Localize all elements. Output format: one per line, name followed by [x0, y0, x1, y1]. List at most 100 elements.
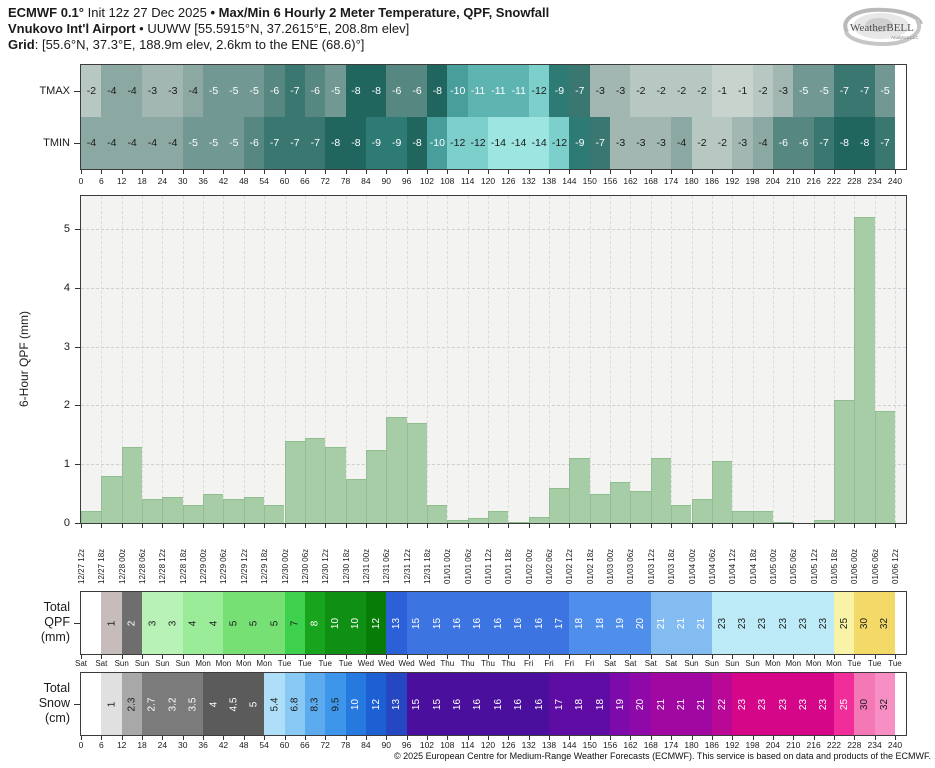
- total-qpf-day-tick: [325, 655, 327, 659]
- qpf-y-tick: [75, 229, 80, 230]
- total-snow-hour-label: 54: [259, 740, 269, 750]
- qpf-bar: [101, 475, 122, 523]
- tmax-cell: -1: [732, 65, 754, 117]
- total-qpf-day-tick: [426, 655, 428, 659]
- total-qpf-day-tick: [264, 655, 266, 659]
- total-qpf-day-tick: [508, 655, 510, 659]
- qpf-gridline-v: [426, 196, 428, 523]
- total-qpf-value: 10: [350, 617, 362, 629]
- total-qpf-cell: 21: [691, 592, 713, 654]
- total-qpf-cell: 10: [325, 592, 346, 654]
- qpf-gridline-v: [162, 196, 164, 523]
- total-qpf-cell: 5: [223, 592, 245, 654]
- model-name: ECMWF 0.1°: [8, 5, 84, 20]
- temp-hour-tick: [203, 170, 205, 174]
- total-qpf-day-tick: [895, 655, 896, 659]
- total-qpf-day-label: Fri: [585, 659, 595, 668]
- total-snow-hour-tick: [833, 736, 835, 740]
- temp-hour-tick: [365, 170, 367, 174]
- total-snow-hour-tick: [304, 736, 306, 740]
- total-snow-hour-label: 222: [826, 740, 842, 750]
- qpf-y-tick: [75, 346, 80, 348]
- total-qpf-day-label: Mon: [236, 659, 252, 668]
- total-qpf-cell: 23: [711, 592, 733, 654]
- qpf-bar: [182, 505, 204, 523]
- tmin-cell: -12: [467, 117, 489, 169]
- tmax-cell: -9: [549, 65, 570, 117]
- temp-hour-tick: [895, 170, 896, 174]
- total-qpf-day-label: Sun: [725, 659, 740, 668]
- total-snow-hour-tick: [264, 736, 266, 740]
- temp-hour-label: 24: [157, 176, 168, 186]
- tmax-cell: -5: [325, 65, 347, 117]
- qpf-date-label: 01/03 12z: [646, 548, 656, 584]
- temp-hour-label: 12: [116, 176, 127, 186]
- qpf-y-tick-label: 0: [63, 517, 70, 529]
- total-snow-hour-tick: [874, 736, 876, 740]
- total-qpf-day-label: Sun: [114, 659, 129, 668]
- total-snow-hour-label: 102: [419, 740, 435, 750]
- total-snow-cell: 5.4: [264, 673, 285, 735]
- total-snow-value: 25: [838, 698, 850, 710]
- total-snow-hour-tick: [854, 736, 856, 740]
- temp-hour-label: 222: [826, 176, 842, 186]
- total-snow-hour-label: 30: [178, 740, 188, 750]
- total-qpf-day-tick: [610, 655, 612, 659]
- tmin-cell: -7: [589, 117, 611, 169]
- total-qpf-day-tick: [284, 655, 286, 659]
- total-snow-hour-label: 168: [643, 740, 658, 750]
- total-snow-hour-label: 108: [440, 740, 455, 750]
- tmax-cell: -7: [284, 65, 306, 117]
- total-qpf-day-label: Sat: [665, 659, 678, 668]
- total-snow-value: 16: [472, 698, 484, 710]
- total-qpf-day-label: Mon: [805, 659, 822, 668]
- temp-hour-tick: [772, 170, 774, 174]
- total-qpf-cell: 32: [874, 592, 896, 654]
- total-snow-hour-tick: [365, 736, 367, 740]
- total-snow-cell: 6.8: [284, 673, 306, 735]
- total-snow-hour-tick: [691, 736, 693, 740]
- qpf-y-tick-label: 2: [63, 399, 70, 412]
- total-snow-value: 17: [553, 698, 565, 710]
- tmin-cell: -2: [711, 117, 733, 169]
- tmax-cell: -11: [467, 65, 489, 117]
- total-snow-hour-label: 198: [745, 740, 760, 750]
- qpf-gridline-v: [101, 196, 103, 523]
- total-snow-value: 15: [411, 698, 423, 710]
- total-snow-value: 5.4: [269, 697, 281, 711]
- temp-hour-label: 144: [562, 176, 577, 186]
- qpf-date-tick: [203, 524, 205, 528]
- tmin-cell: -4: [101, 117, 123, 169]
- tmax-cell: -12: [528, 65, 550, 117]
- total-snow-hour-tick: [101, 736, 103, 740]
- total-qpf-day-label: Sat: [95, 659, 108, 668]
- total-qpf-cell: [81, 592, 102, 654]
- total-qpf-cell: 17: [549, 592, 570, 654]
- total-snow-value: 21: [696, 698, 708, 710]
- tmax-cell: -8: [345, 65, 367, 117]
- total-qpf-value: 2: [126, 620, 138, 626]
- temp-hour-label: 126: [501, 176, 516, 186]
- tmin-cell: -7: [264, 117, 285, 169]
- qpf-y-tick: [75, 287, 80, 289]
- total-qpf-cell: 19: [610, 592, 631, 654]
- qpf-date-label: 12/31 18z: [422, 548, 432, 584]
- total-snow-value: 3.2: [167, 697, 179, 711]
- total-snow-hour-tick: [325, 736, 327, 740]
- qpf-gridline-h: [81, 464, 906, 466]
- temp-hour-label: 102: [419, 176, 435, 186]
- tmax-cell: -5: [813, 65, 835, 117]
- qpf-bar: [264, 505, 285, 523]
- tmin-cell: -4: [142, 117, 163, 169]
- total-snow-cell: 18: [589, 673, 611, 735]
- qpf-date-tick: [569, 524, 571, 528]
- temp-hour-tick: [711, 170, 713, 174]
- total-snow-value: 18: [594, 698, 606, 710]
- temp-hour-tick: [854, 170, 856, 174]
- tmin-cell: -8: [325, 117, 347, 169]
- total-qpf-value: 20: [635, 617, 647, 629]
- total-snow-hour-tick: [467, 736, 469, 740]
- qpf-gridline-v: [671, 196, 673, 523]
- total-qpf-cell: 16: [447, 592, 469, 654]
- total-qpf-day-tick: [528, 655, 530, 659]
